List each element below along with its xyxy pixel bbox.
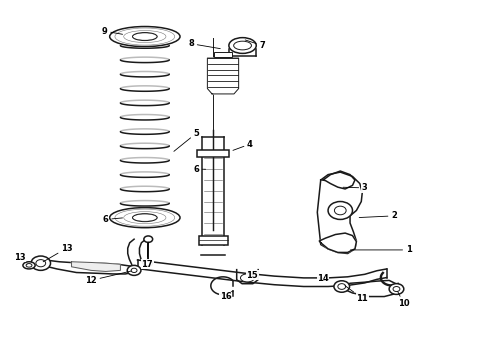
Polygon shape (319, 233, 356, 252)
Polygon shape (207, 58, 239, 94)
Circle shape (338, 284, 345, 289)
Text: 10: 10 (398, 292, 410, 308)
Text: 15: 15 (246, 270, 258, 279)
Text: 3: 3 (343, 183, 368, 192)
Text: 5: 5 (174, 129, 199, 151)
Polygon shape (340, 280, 399, 297)
Text: 8: 8 (188, 39, 220, 49)
Polygon shape (128, 239, 146, 264)
Text: 12: 12 (85, 271, 131, 285)
Text: 1: 1 (350, 246, 412, 255)
Polygon shape (323, 171, 355, 189)
Text: 7: 7 (245, 40, 265, 50)
Text: 9: 9 (102, 27, 122, 36)
Circle shape (131, 268, 137, 273)
Bar (199, 235, 228, 244)
Bar (197, 149, 229, 157)
Bar (215, 51, 232, 57)
Circle shape (36, 260, 46, 267)
Circle shape (389, 284, 404, 294)
Ellipse shape (110, 208, 180, 228)
Text: 13: 13 (43, 244, 73, 262)
Circle shape (334, 281, 349, 292)
Text: 6: 6 (103, 215, 122, 224)
Circle shape (144, 236, 153, 242)
Circle shape (334, 206, 346, 215)
Circle shape (31, 256, 50, 270)
Circle shape (328, 202, 352, 220)
Polygon shape (72, 262, 121, 271)
Circle shape (127, 265, 141, 275)
Text: 2: 2 (359, 211, 397, 220)
Polygon shape (318, 172, 362, 253)
Circle shape (393, 287, 400, 292)
Polygon shape (39, 260, 135, 274)
Text: 17: 17 (142, 242, 153, 269)
Ellipse shape (229, 38, 256, 53)
Polygon shape (202, 137, 224, 244)
Circle shape (144, 260, 153, 266)
Text: 13: 13 (14, 253, 27, 264)
Text: 6: 6 (193, 165, 206, 174)
Text: 14: 14 (318, 274, 329, 283)
Text: 4: 4 (233, 140, 253, 150)
Text: 11: 11 (345, 285, 368, 303)
Text: 16: 16 (220, 292, 231, 301)
Ellipse shape (110, 27, 180, 46)
Ellipse shape (241, 274, 254, 282)
Ellipse shape (23, 262, 35, 269)
